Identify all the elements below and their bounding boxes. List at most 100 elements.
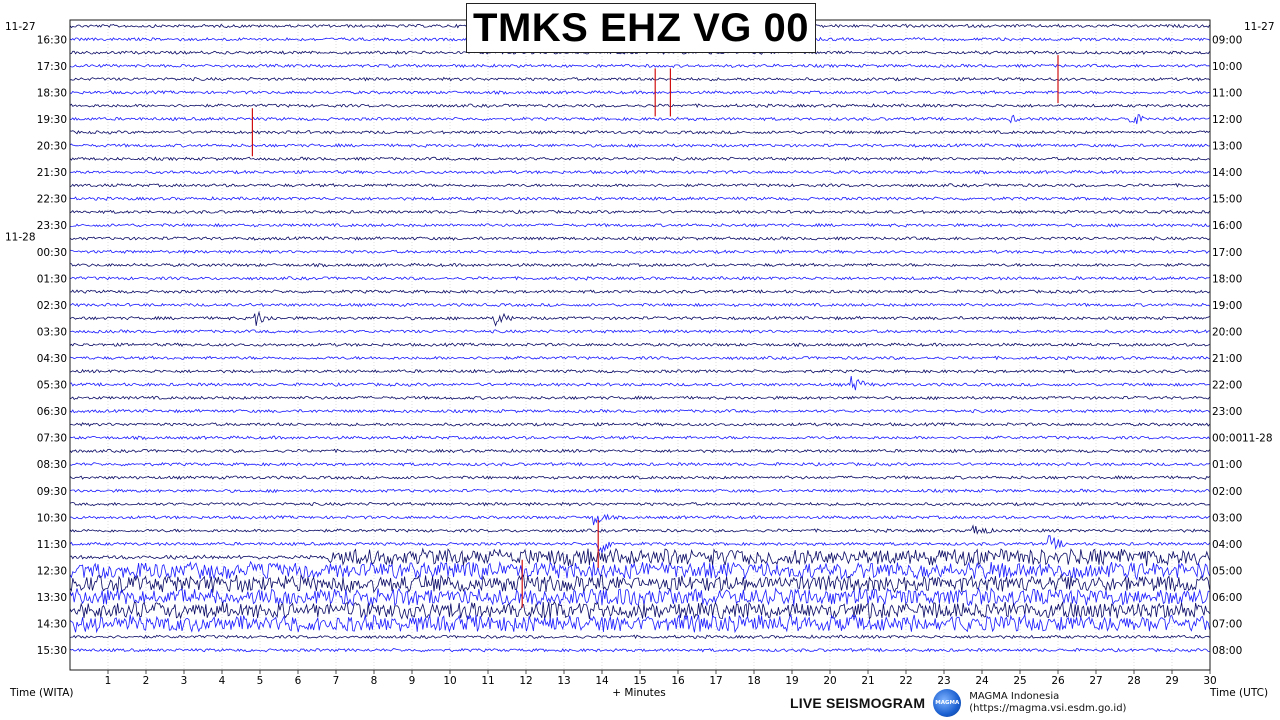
trace-row xyxy=(69,547,1210,567)
right-hour-label: 04:00 xyxy=(1212,539,1242,551)
left-hour-label: 03:30 xyxy=(37,326,67,338)
x-tick-label: 28 xyxy=(1127,675,1140,687)
x-tick-label: 25 xyxy=(1013,675,1026,687)
left-axis-label: Time (WITA) xyxy=(9,687,74,699)
right-hour-label: 18:00 xyxy=(1212,273,1242,285)
x-tick-label: 8 xyxy=(371,675,378,687)
chart-title: TMKS EHZ VG 00 xyxy=(466,3,816,53)
left-hour-label: 15:30 xyxy=(37,645,67,657)
left-change-date: 11-28 xyxy=(5,231,36,243)
x-tick-label: 4 xyxy=(219,675,226,687)
trace-row xyxy=(69,560,1210,581)
left-hour-label: 18:30 xyxy=(37,87,67,99)
x-tick-label: 17 xyxy=(709,675,722,687)
x-tick-label: 7 xyxy=(333,675,340,687)
right-hour-label: 07:00 xyxy=(1212,619,1242,631)
left-hour-label: 04:30 xyxy=(37,353,67,365)
x-axis-label: + Minutes xyxy=(612,687,665,699)
branding: LIVE SEISMOGRAM MAGMA MAGMA Indonesia (h… xyxy=(790,688,1126,718)
x-tick-label: 23 xyxy=(937,675,950,687)
trace-row xyxy=(69,368,1210,374)
x-tick-label: 30 xyxy=(1203,675,1216,687)
right-hour-label: 23:00 xyxy=(1212,406,1242,418)
trace-row xyxy=(69,262,1210,268)
left-hour-label: 10:30 xyxy=(37,512,67,524)
right-axis-label: Time (UTC) xyxy=(1209,687,1268,699)
trace-row xyxy=(69,329,1210,334)
left-hour-label: 07:30 xyxy=(37,433,67,445)
org-url[interactable]: (https://magma.vsi.esdm.go.id) xyxy=(969,703,1127,714)
trace-row xyxy=(69,524,1210,535)
x-tick-label: 29 xyxy=(1165,675,1178,687)
x-tick-label: 6 xyxy=(295,675,302,687)
x-tick-label: 2 xyxy=(143,675,150,687)
trace-row xyxy=(69,289,1210,294)
trace-row xyxy=(69,143,1210,148)
organization-info: MAGMA Indonesia (https://magma.vsi.esdm.… xyxy=(969,691,1126,715)
trace-row xyxy=(69,63,1210,69)
trace-row xyxy=(69,422,1210,427)
left-start-date: 11-27 xyxy=(5,21,36,33)
x-tick-label: 5 xyxy=(257,675,264,687)
trace-row xyxy=(69,408,1210,414)
left-hour-label: 11:30 xyxy=(37,539,67,551)
right-hour-label: 16:00 xyxy=(1212,220,1242,232)
trace-row xyxy=(69,103,1210,108)
left-hour-label: 01:30 xyxy=(37,273,67,285)
left-hour-label: 17:30 xyxy=(37,61,67,73)
x-tick-label: 9 xyxy=(409,675,416,687)
right-hour-label: 05:00 xyxy=(1212,565,1242,577)
left-hour-label: 23:30 xyxy=(37,220,67,232)
right-hour-label: 15:00 xyxy=(1212,194,1242,206)
left-hour-label: 14:30 xyxy=(37,619,67,631)
trace-row xyxy=(69,535,1210,554)
right-hour-label: 09:00 xyxy=(1212,34,1242,46)
right-hour-label: 10:00 xyxy=(1212,61,1242,73)
left-hour-label: 00:30 xyxy=(37,247,67,259)
trace-row xyxy=(69,634,1210,640)
x-tick-label: 16 xyxy=(671,675,685,687)
x-tick-label: 20 xyxy=(823,675,836,687)
trace-row xyxy=(69,647,1210,653)
right-hour-label: 19:00 xyxy=(1212,300,1242,312)
trace-row xyxy=(69,395,1210,401)
left-hour-label: 12:30 xyxy=(37,565,67,577)
trace-row xyxy=(69,435,1210,441)
trace-row xyxy=(69,488,1210,494)
right-hour-label: 01:00 xyxy=(1212,459,1242,471)
x-tick-label: 22 xyxy=(899,675,912,687)
left-hour-label: 22:30 xyxy=(37,194,67,206)
right-hour-label: 22:00 xyxy=(1212,380,1242,392)
magma-logo-icon: MAGMA xyxy=(933,689,962,717)
x-tick-label: 27 xyxy=(1089,675,1102,687)
trace-row xyxy=(69,461,1210,467)
left-hour-label: 20:30 xyxy=(37,141,67,153)
left-hour-label: 08:30 xyxy=(37,459,67,471)
right-hour-label: 06:00 xyxy=(1212,592,1242,604)
trace-row xyxy=(69,586,1210,607)
right-hour-label: 08:00 xyxy=(1212,645,1242,657)
left-hour-label: 21:30 xyxy=(37,167,67,179)
x-tick-label: 11 xyxy=(481,675,494,687)
x-tick-label: 26 xyxy=(1051,675,1065,687)
x-tick-label: 1 xyxy=(105,675,112,687)
x-tick-label: 15 xyxy=(633,675,646,687)
left-hour-label: 05:30 xyxy=(37,380,67,392)
left-hour-label: 06:30 xyxy=(37,406,67,418)
trace-row xyxy=(69,196,1210,201)
trace-row xyxy=(69,342,1210,348)
trace-row xyxy=(69,156,1210,162)
left-hour-label: 19:30 xyxy=(37,114,67,126)
right-hour-label: 14:00 xyxy=(1212,167,1242,179)
x-tick-label: 21 xyxy=(861,675,874,687)
x-tick-label: 24 xyxy=(975,675,989,687)
right-hour-label: 20:00 xyxy=(1212,326,1242,338)
trace-row xyxy=(69,513,1210,526)
right-hour-label: 13:00 xyxy=(1212,141,1242,153)
right-hour-label: 02:00 xyxy=(1212,486,1242,498)
x-tick-label: 13 xyxy=(557,675,570,687)
trace-row xyxy=(69,222,1210,228)
right-hour-label: 12:00 xyxy=(1212,114,1242,126)
right-hour-label: 03:00 xyxy=(1212,512,1242,524)
